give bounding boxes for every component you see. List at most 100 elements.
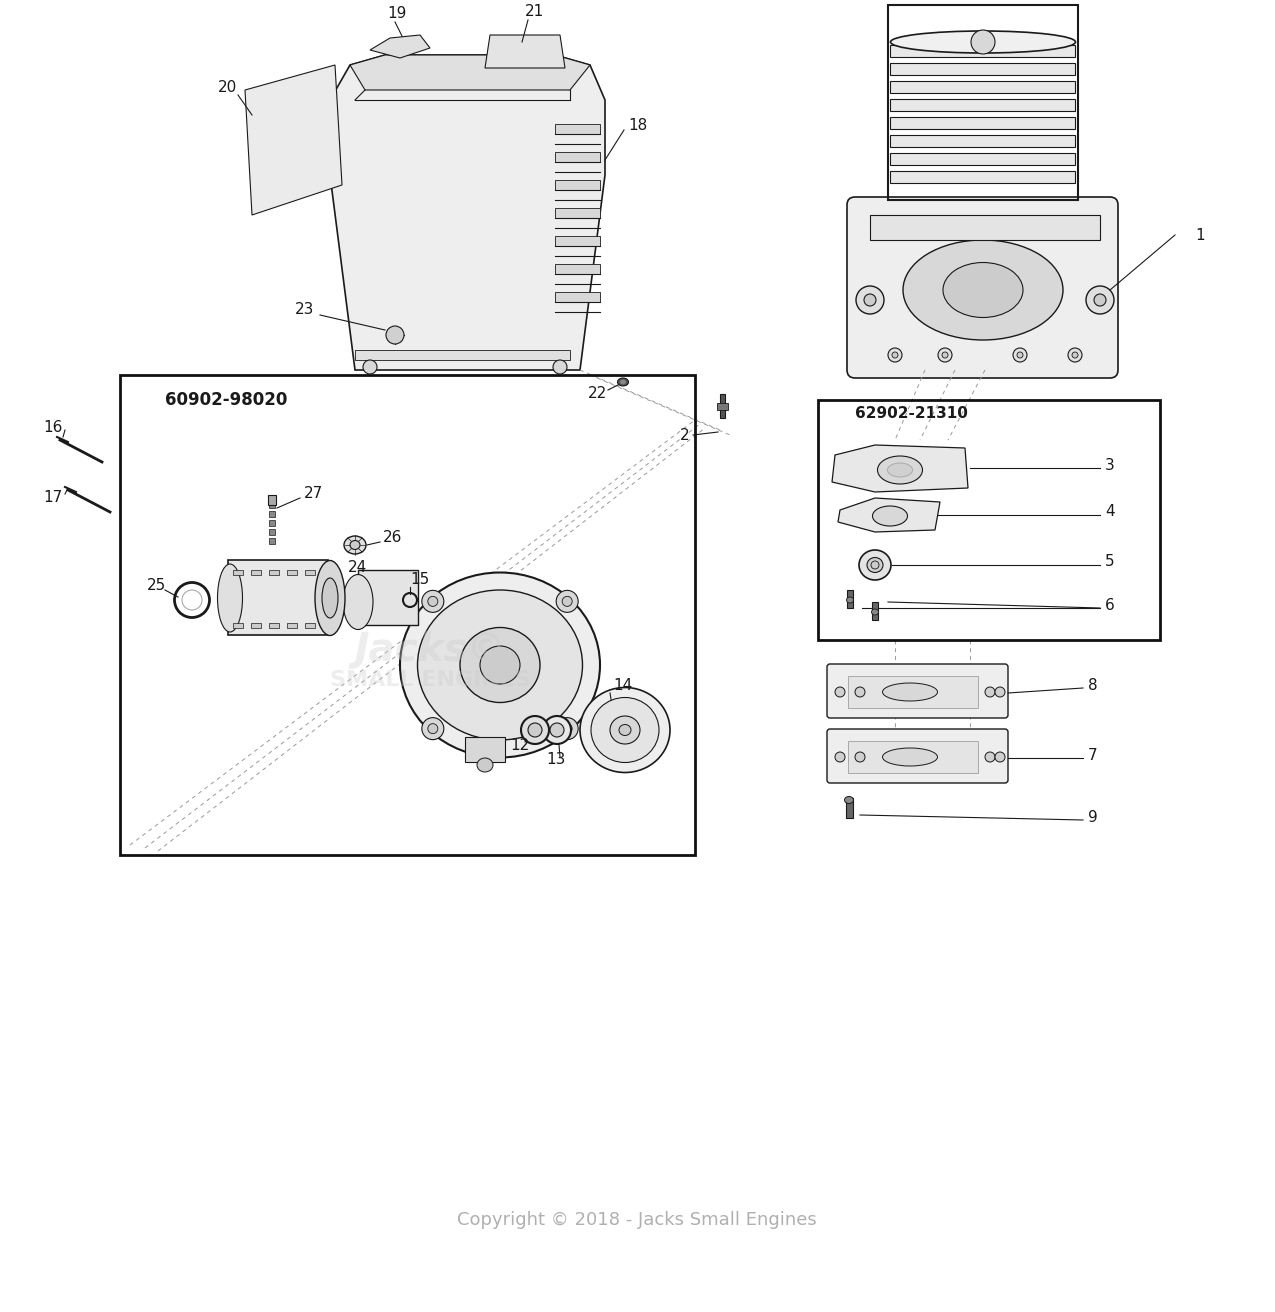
Text: 1: 1: [1195, 227, 1205, 243]
Circle shape: [856, 687, 864, 697]
Ellipse shape: [903, 240, 1063, 340]
Text: 14: 14: [613, 678, 632, 694]
Ellipse shape: [609, 716, 640, 744]
FancyBboxPatch shape: [827, 664, 1009, 718]
Bar: [848, 676, 978, 708]
Ellipse shape: [422, 590, 444, 613]
Ellipse shape: [621, 380, 626, 384]
Ellipse shape: [617, 378, 629, 386]
Text: 20: 20: [218, 80, 237, 96]
Text: 6: 6: [1105, 597, 1114, 613]
Bar: [887, 5, 1077, 199]
Bar: [269, 502, 275, 508]
Circle shape: [553, 359, 567, 374]
Ellipse shape: [1068, 348, 1082, 362]
Ellipse shape: [882, 684, 937, 701]
Polygon shape: [330, 55, 606, 370]
Bar: [717, 403, 728, 409]
Ellipse shape: [521, 716, 550, 744]
Text: 62902-21310: 62902-21310: [856, 405, 968, 421]
Text: 17: 17: [43, 489, 62, 505]
Ellipse shape: [872, 609, 878, 615]
Bar: [890, 171, 1075, 182]
Ellipse shape: [343, 575, 374, 630]
Text: 16: 16: [43, 421, 62, 436]
Text: 13: 13: [546, 753, 565, 768]
Ellipse shape: [528, 723, 542, 737]
Bar: [555, 264, 601, 274]
Text: 60902-98020: 60902-98020: [164, 391, 287, 409]
Bar: [269, 520, 275, 526]
Text: 22: 22: [588, 386, 607, 400]
Ellipse shape: [323, 579, 338, 618]
Circle shape: [986, 687, 994, 697]
Bar: [890, 63, 1075, 75]
Bar: [870, 215, 1100, 240]
Text: 9: 9: [1088, 811, 1098, 825]
Circle shape: [986, 752, 994, 762]
Ellipse shape: [1086, 286, 1114, 314]
Ellipse shape: [892, 352, 898, 358]
Text: SMALL ENGINES: SMALL ENGINES: [329, 670, 530, 690]
Bar: [354, 350, 570, 359]
Text: 26: 26: [382, 530, 403, 546]
Bar: [720, 394, 725, 419]
Ellipse shape: [422, 718, 444, 740]
Ellipse shape: [844, 796, 853, 803]
Polygon shape: [833, 445, 968, 492]
Ellipse shape: [550, 723, 564, 737]
Bar: [233, 623, 244, 628]
Bar: [287, 623, 297, 628]
Bar: [268, 495, 275, 505]
FancyBboxPatch shape: [847, 197, 1118, 378]
Ellipse shape: [428, 597, 437, 606]
Bar: [305, 623, 315, 628]
Bar: [555, 125, 601, 134]
Bar: [890, 45, 1075, 56]
Circle shape: [972, 30, 995, 54]
Ellipse shape: [871, 562, 878, 569]
Bar: [555, 293, 601, 302]
Text: 24: 24: [348, 559, 367, 575]
Bar: [269, 529, 275, 535]
Bar: [233, 569, 244, 575]
Text: 21: 21: [525, 4, 544, 20]
Bar: [890, 81, 1075, 93]
Bar: [890, 154, 1075, 165]
Ellipse shape: [428, 724, 437, 733]
Bar: [287, 569, 297, 575]
Ellipse shape: [562, 724, 572, 733]
Text: 2: 2: [680, 429, 690, 443]
Ellipse shape: [867, 558, 884, 572]
Text: 7: 7: [1088, 748, 1098, 762]
Bar: [555, 180, 601, 190]
Text: 23: 23: [295, 303, 315, 318]
Bar: [872, 602, 878, 621]
Ellipse shape: [890, 31, 1076, 52]
Bar: [555, 152, 601, 161]
Ellipse shape: [479, 646, 520, 684]
Bar: [890, 117, 1075, 129]
Ellipse shape: [618, 724, 631, 736]
Bar: [228, 560, 328, 635]
Bar: [890, 98, 1075, 112]
Bar: [269, 623, 279, 628]
Text: 3: 3: [1105, 458, 1114, 472]
Ellipse shape: [859, 550, 891, 580]
Bar: [819, 400, 1160, 640]
Polygon shape: [484, 35, 565, 68]
Text: 4: 4: [1105, 505, 1114, 520]
Ellipse shape: [556, 590, 578, 613]
Bar: [269, 538, 275, 544]
Ellipse shape: [580, 687, 669, 773]
Circle shape: [835, 752, 845, 762]
Text: 15: 15: [411, 572, 430, 588]
Bar: [269, 569, 279, 575]
Bar: [890, 135, 1075, 147]
Bar: [847, 798, 853, 817]
Circle shape: [363, 359, 377, 374]
Ellipse shape: [1014, 348, 1026, 362]
Ellipse shape: [562, 597, 572, 606]
Bar: [555, 209, 601, 218]
Ellipse shape: [460, 627, 541, 702]
